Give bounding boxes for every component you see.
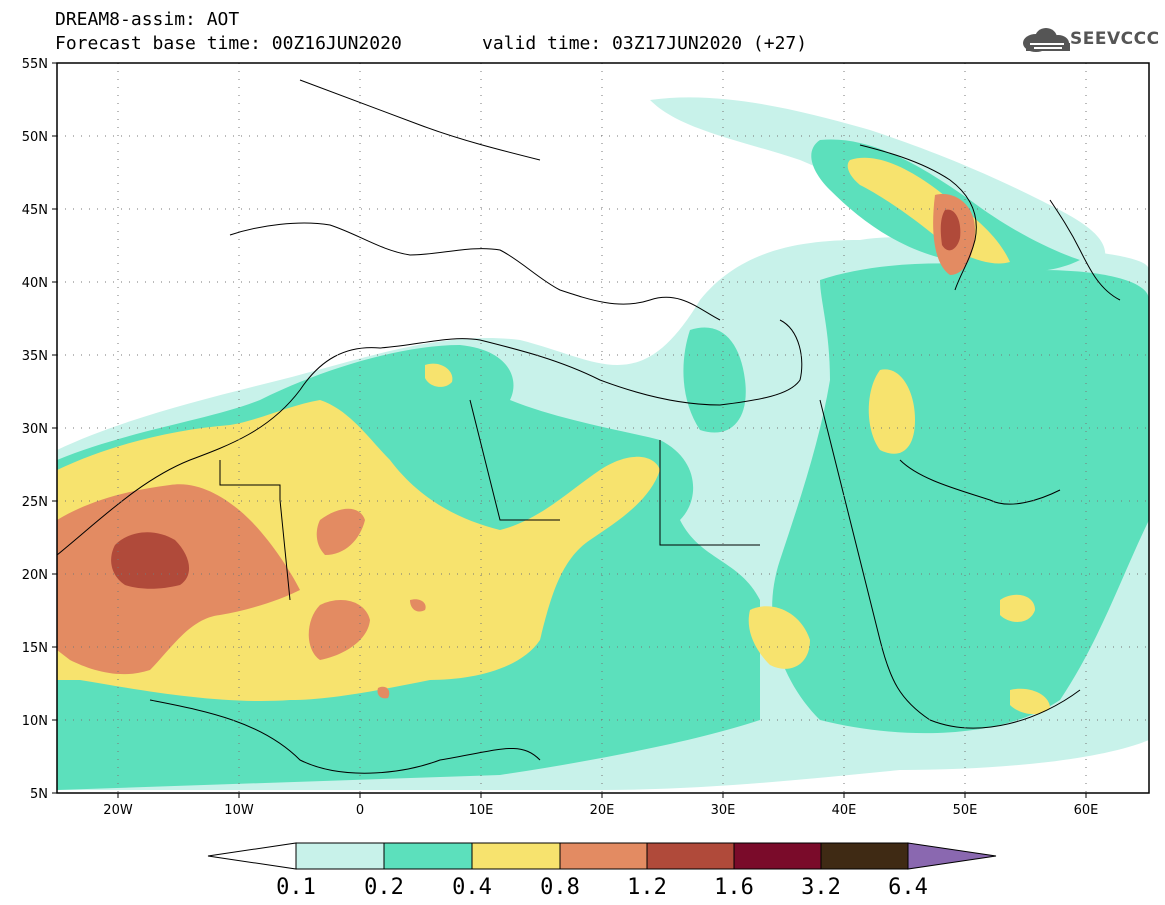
lat-label: 30N xyxy=(22,422,48,437)
colorbar-swatch xyxy=(295,842,385,870)
aot-field xyxy=(57,63,1149,793)
colorbar-label: 0.1 xyxy=(276,875,316,900)
lat-label: 35N xyxy=(22,349,48,364)
lon-label: 40E xyxy=(832,803,857,818)
lat-label: 20N xyxy=(22,568,48,583)
colorbar-label: 0.2 xyxy=(364,875,404,900)
colorbar-labels: 0.1 0.2 0.4 0.8 1.2 1.6 3.2 6.4 xyxy=(276,875,928,900)
lat-label: 10N xyxy=(22,714,48,729)
lon-label: 20E xyxy=(590,803,615,818)
map-title: DREAM8-assim: AOT xyxy=(55,9,240,30)
lat-label: 15N xyxy=(22,641,48,656)
lat-label: 45N xyxy=(22,203,48,218)
lon-label: 10E xyxy=(469,803,494,818)
colorbar-label: 3.2 xyxy=(801,875,841,900)
lat-label: 25N xyxy=(22,495,48,510)
colorbar-label: 1.2 xyxy=(627,875,667,900)
coastlines xyxy=(57,79,1121,774)
colorbar-swatch xyxy=(383,842,473,870)
colorbar-swatch xyxy=(559,842,648,870)
lon-label: 0 xyxy=(356,803,364,818)
colorbar xyxy=(207,842,997,870)
colorbar-swatch xyxy=(646,842,735,870)
lat-label: 50N xyxy=(22,130,48,145)
lon-label: 10W xyxy=(224,803,254,818)
aot-level-1.2 xyxy=(111,209,961,589)
colorbar-swatch xyxy=(733,842,822,870)
tick-marks xyxy=(52,62,1087,798)
lat-label: 5N xyxy=(30,787,48,802)
colorbar-swatch xyxy=(471,842,561,870)
graticule xyxy=(57,63,1149,793)
lon-label: 60E xyxy=(1074,803,1099,818)
colorbar-label: 0.4 xyxy=(452,875,492,900)
lon-label: 30E xyxy=(711,803,736,818)
lat-label: 40N xyxy=(22,276,48,291)
lon-label: 50E xyxy=(953,803,978,818)
valid-time: valid time: 03Z17JUN2020 (+27) xyxy=(482,33,808,54)
colorbar-label: 6.4 xyxy=(888,875,928,900)
lat-label: 55N xyxy=(22,57,48,72)
logo-text: SEEVCCC xyxy=(1070,29,1160,49)
colorbar-swatch xyxy=(820,842,909,870)
colorbar-upper-arrow xyxy=(907,842,997,870)
lon-label: 20W xyxy=(103,803,133,818)
colorbar-label: 1.6 xyxy=(714,875,754,900)
cloud-logo-icon xyxy=(1023,28,1070,52)
forecast-base-time: Forecast base time: 00Z16JUN2020 xyxy=(55,33,402,54)
longitude-labels: 20W 10W 0 10E 20E 30E 40E 50E 60E xyxy=(103,803,1098,818)
colorbar-label: 0.8 xyxy=(540,875,580,900)
colorbar-lower-arrow xyxy=(207,842,297,870)
latitude-labels: 55N 50N 45N 40N 35N 30N 25N 20N 15N 10N … xyxy=(22,57,48,802)
